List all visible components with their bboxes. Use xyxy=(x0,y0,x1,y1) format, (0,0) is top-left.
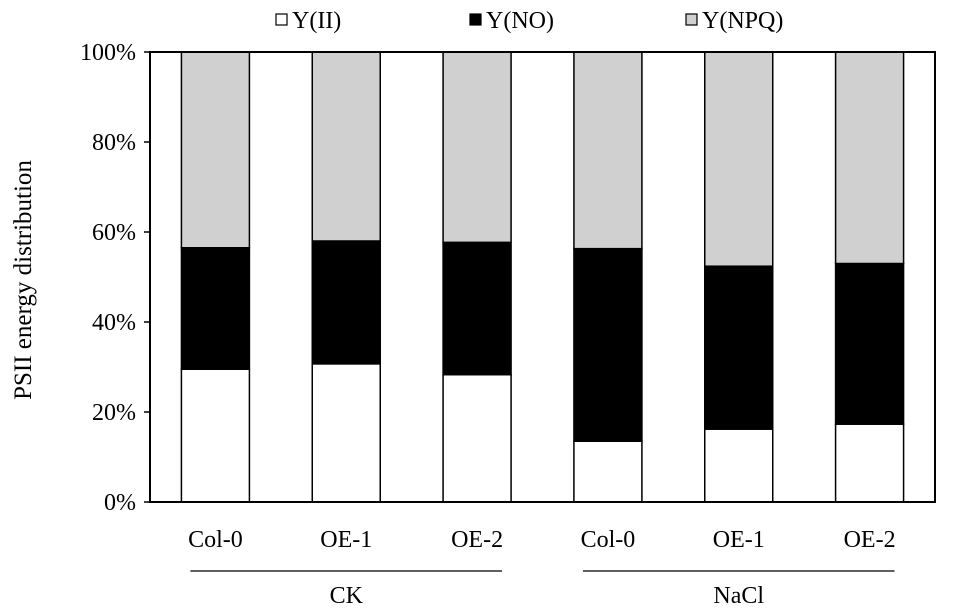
group-labels: CK NaCl xyxy=(190,570,895,609)
y-tick-label: 20% xyxy=(92,400,136,426)
bars xyxy=(180,51,905,503)
bar-segment-y-no xyxy=(834,262,905,425)
legend-label: Y(NO) xyxy=(486,8,554,34)
bar-segment-y-npq xyxy=(442,51,512,244)
legend-swatch xyxy=(685,13,698,26)
bar-segment-y-npq xyxy=(704,51,774,267)
plot-frame xyxy=(149,51,936,503)
legend-label: Y(II) xyxy=(292,8,341,34)
bar-segment-y-ii xyxy=(311,363,381,503)
x-category-label: OE-2 xyxy=(451,527,503,553)
y-tick-label: 100% xyxy=(80,40,136,66)
x-category-label: OE-1 xyxy=(713,527,765,553)
bar-segment-y-ii xyxy=(573,440,643,503)
x-category-label: OE-1 xyxy=(320,527,372,553)
y-tick-label: 0% xyxy=(104,490,136,516)
legend: Y(II) Y(NO) Y(NPQ) xyxy=(275,8,783,34)
bar-segment-y-npq xyxy=(834,51,905,265)
bar-segment-y-npq xyxy=(180,51,251,249)
bar-segment-y-npq xyxy=(311,51,381,242)
group-label: NaCl xyxy=(713,583,764,609)
legend-swatch xyxy=(275,13,288,26)
bar-segment-y-npq xyxy=(573,51,643,250)
legend-label: Y(NPQ) xyxy=(702,8,783,34)
group-label: CK xyxy=(330,583,364,609)
bar-segment-y-ii xyxy=(442,373,512,503)
bar-segment-y-no xyxy=(180,247,251,370)
bar-segment-y-no xyxy=(442,241,512,376)
y-tick-label: 60% xyxy=(92,220,136,246)
y-tick-label: 80% xyxy=(92,130,136,156)
y-axis-ticks: 0% 20% 40% 60% 80% 100% xyxy=(80,40,150,516)
y-axis-title: PSII energy distribution xyxy=(10,160,37,400)
bar-segment-y-ii xyxy=(834,423,905,503)
bar-segment-y-no xyxy=(704,265,774,430)
y-tick-label: 40% xyxy=(92,310,136,336)
bar-segment-y-ii xyxy=(704,428,774,503)
x-category-label: Col-0 xyxy=(581,527,636,553)
bar-segment-y-ii xyxy=(180,368,251,503)
bar-segment-y-no xyxy=(573,247,643,442)
bar-segment-y-no xyxy=(311,240,381,365)
x-category-label: OE-2 xyxy=(844,527,896,553)
legend-swatch xyxy=(469,13,482,26)
x-category-label: Col-0 xyxy=(188,527,243,553)
x-axis-labels: Col-0 OE-1 OE-2 Col-0 OE-1 OE-2 xyxy=(188,527,895,553)
